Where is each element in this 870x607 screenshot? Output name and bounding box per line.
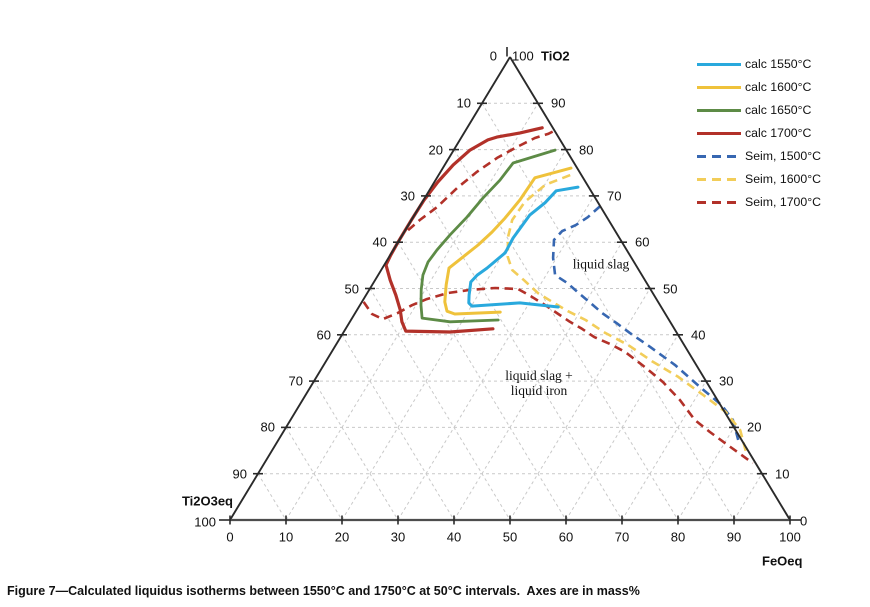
left-axis-tick-label: 70 [288,373,303,389]
grid-line [565,334,679,521]
legend-item-label: Seim, 1600°C [745,172,822,186]
left-axis-tick-label: 80 [260,419,275,435]
grid-line [257,473,287,521]
legend-item: Seim, 1700°C [697,194,821,210]
isotherm-calc-1600-c [443,166,573,316]
legend-solid-line-swatch [697,85,741,89]
left-axis-tick-label: 30 [400,188,415,204]
region-label-liquid-slag-liquid-iron: liquid slag + liquid iron [505,368,573,398]
legend-dashed-line-swatch [697,154,741,158]
grid-line [313,380,399,521]
legend: calc 1550°C calc 1600°C calc 1650°C calc 17… [697,0,867,230]
figure-caption: Figure 7—Calculated liquidus isotherms b… [7,584,640,598]
right-axis-tick-label: 40 [691,327,706,343]
legend-item: Seim, 1500°C [697,148,821,164]
bottom-axis-tick-label: 10 [278,529,294,545]
left-axis-tick-label: 60 [316,327,331,343]
right-axis-tick-label: 20 [747,419,762,435]
right-axis-tick-label: 50 [663,281,678,296]
legend-item-label: Seim, 1500°C [745,149,822,163]
left-axis-bottom-label: 100 [194,514,216,530]
region-label-line1: liquid slag + [505,368,573,383]
legend-item-label: Seim, 1700°C [745,195,822,209]
grid-line [341,334,455,521]
right-axis-tick-label: 30 [719,373,734,389]
legend-item: calc 1550°C [697,56,811,72]
legend-item: calc 1600°C [697,79,811,95]
bottom-axis-tick-label: 0 [226,529,234,545]
grid-line [509,288,651,521]
bottom-axis-tick-label: 50 [502,529,518,545]
left-axis-tick-label: 90 [232,466,247,482]
top-axis-title: TiO2 [541,48,570,64]
bottom-axis-tick-label: 60 [558,529,574,545]
isotherm-seim-1700-c [362,286,754,465]
bottom-axis-tick-label: 70 [614,529,630,545]
legend-item-label: calc 1650°C [745,103,812,117]
isotherm-seim-1500-c [551,205,740,441]
bottom-axis-tick-label: 100 [779,529,801,545]
legend-solid-line-swatch [697,62,741,66]
region-label-liquid-slag: liquid slag [572,256,630,272]
isotherm-seim-1600-c [506,173,748,453]
grid-line [285,427,343,521]
legend-item: calc 1700°C [697,125,811,141]
grid-line [397,195,595,521]
right-axis-apex-label: 100 [512,48,534,64]
grid-line [369,288,511,521]
bottom-axis-tick-label: 90 [726,529,742,545]
bottom-axis-tick-label: 40 [446,529,462,545]
right-axis-tick-label: 60 [635,234,650,250]
right-axis-tick-label: 80 [579,142,594,158]
left-axis-tick-label: 20 [428,142,443,158]
bottom-axis-tick-label: 20 [334,529,350,545]
grid-line [733,473,763,521]
left-axis-tick-label: 50 [344,281,359,296]
legend-item-label: calc 1550°C [745,57,812,71]
isotherm-calc-1550-c [467,185,580,309]
grid-line [621,380,707,521]
left-axis-apex-label: 0 [489,48,497,64]
legend-dashed-line-swatch [697,177,741,181]
right-axis-tick-label: 10 [775,466,790,482]
right-axis-tick-label: 90 [551,95,566,111]
isotherm-calc-1650-c [419,148,557,324]
legend-solid-line-swatch [697,108,741,112]
bottom-axis-tick-label: 30 [390,529,406,545]
legend-item-label: calc 1600°C [745,80,812,94]
grid-line [425,195,623,521]
legend-solid-line-swatch [697,131,741,135]
left-axis-tick-label: 40 [372,234,387,250]
bottom-axis-title: FeOeq [762,553,803,569]
region-label-line2: liquid iron [510,383,568,398]
legend-item: calc 1650°C [697,102,811,118]
bottom-axis-tick-label: 80 [670,529,686,545]
left-axis-tick-label: 10 [456,95,471,111]
legend-dashed-line-swatch [697,200,741,204]
left-axis-title: Ti2O3eq [181,493,233,509]
legend-item: Seim, 1600°C [697,171,821,187]
isotherm-seim-1700-c [407,129,555,232]
right-axis-tick-label: 70 [607,188,622,204]
legend-item-label: calc 1700°C [745,126,812,140]
right-axis-bottom-label: 0 [800,513,808,529]
